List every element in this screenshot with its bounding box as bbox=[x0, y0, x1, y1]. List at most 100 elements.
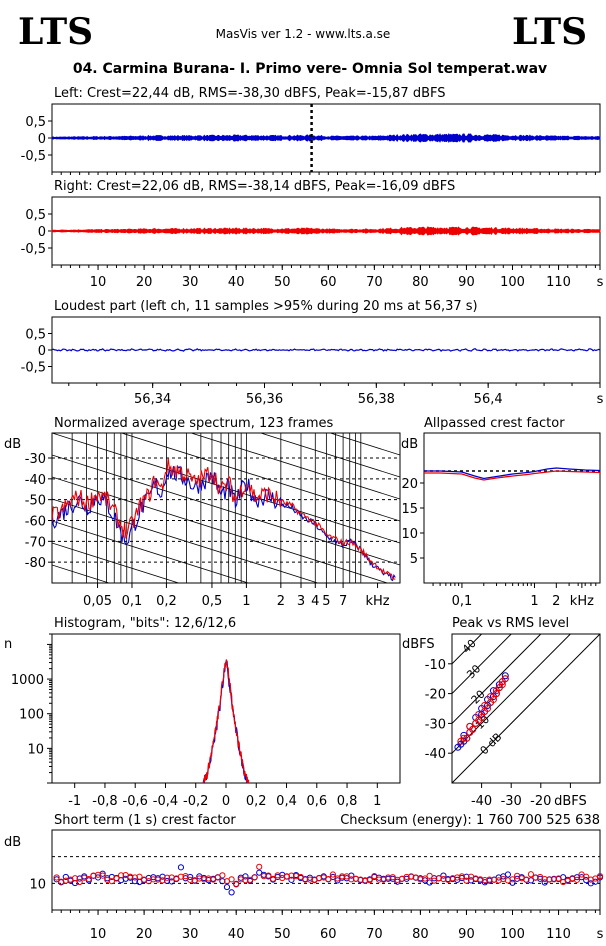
peakrms-right-point bbox=[463, 734, 471, 742]
short-crest-right-point bbox=[76, 878, 83, 886]
loudest-xtick-label: 56,36 bbox=[246, 392, 283, 407]
short-crest-xtick-label: 90 bbox=[458, 927, 475, 942]
histogram-panel: 1000 100 10 -1 -0,8 -0,6 -0,4 -0,2 0 0,2 0,4 0,6 0,8… bbox=[11, 633, 401, 809]
left-ytick-label: 0,5 bbox=[25, 115, 46, 130]
short-crest-left-point bbox=[288, 876, 295, 883]
short-crest-right-point bbox=[486, 876, 493, 883]
histogram-xtick-label: -0,8 bbox=[92, 794, 117, 809]
spectrum-xtick-label: 0,05 bbox=[83, 594, 112, 609]
peakrms-ytick-label: -20 bbox=[425, 688, 446, 703]
short-crest-right-point bbox=[366, 877, 373, 884]
histogram-xtick-label: 0,4 bbox=[276, 794, 297, 809]
short-crest-xtick-label: 30 bbox=[182, 927, 199, 942]
short-crest-right-point bbox=[99, 872, 106, 879]
spectrum-ylabel: dB bbox=[4, 437, 21, 452]
histogram-frame bbox=[51, 633, 401, 784]
short-crest-right-point bbox=[85, 875, 92, 883]
short-crest-left-point bbox=[177, 864, 185, 871]
peakrms-right-point bbox=[469, 725, 477, 733]
allpass-title: Allpassed crest factor bbox=[424, 416, 565, 431]
right-xtick-label: 90 bbox=[458, 275, 475, 290]
histogram-title: Histogram, "bits": 12,6/12,6 bbox=[54, 616, 236, 631]
histogram-ylabel: n bbox=[4, 637, 12, 652]
allpass-xtick-label: 2 bbox=[552, 594, 560, 609]
spectrum-xtick-label: 0,1 bbox=[122, 594, 143, 609]
short-crest-ylabel: dB bbox=[4, 835, 21, 850]
peakrms-title: Peak vs RMS level bbox=[452, 616, 569, 631]
short-crest-xtick-label: 60 bbox=[320, 927, 337, 942]
short-crest-xtick-label: 50 bbox=[274, 927, 291, 942]
short-crest-panel: 10 10 20 30 40 50 60 70 80 90 100 110 s bbox=[29, 829, 604, 942]
short-crest-right-point bbox=[274, 872, 281, 879]
allpass-ytick-label: 20 bbox=[401, 477, 418, 492]
short-crest-left-point bbox=[440, 872, 447, 879]
short-crest-title: Short term (1 s) crest factor bbox=[54, 813, 236, 828]
short-crest-right-point bbox=[389, 874, 396, 881]
peakrms-right-point bbox=[484, 705, 492, 712]
short-crest-right-point bbox=[325, 875, 332, 883]
allpass-xtick-label: 1 bbox=[530, 594, 538, 609]
short-crest-right-point bbox=[426, 872, 433, 879]
short-crest-right-point bbox=[523, 876, 530, 883]
spectrum-diagonal bbox=[120, 433, 400, 522]
right-ytick-label: 0,5 bbox=[25, 208, 46, 223]
loudest-xtick-label: s bbox=[597, 392, 604, 407]
spectrum-diagonal bbox=[52, 520, 250, 583]
short-crest-right-point bbox=[592, 875, 599, 882]
short-crest-left-point bbox=[242, 873, 249, 880]
histogram-ytick-label: 1000 bbox=[11, 673, 44, 688]
short-crest-right-point bbox=[375, 876, 383, 883]
peakrms-right-point bbox=[478, 713, 486, 721]
spectrum-xtick-label: 5 bbox=[322, 594, 330, 609]
short-crest-xtick-label: 110 bbox=[546, 927, 571, 942]
short-crest-right-point bbox=[583, 873, 590, 880]
spectrum-xtick-label: 3 bbox=[297, 594, 305, 609]
allpass-xtick-label: 0,1 bbox=[452, 594, 473, 609]
short-crest-left-point bbox=[164, 877, 171, 885]
histogram-right-line bbox=[203, 659, 250, 784]
spectrum-diagonal bbox=[329, 433, 400, 456]
short-crest-frame bbox=[51, 829, 601, 911]
left-ytick-label: -0,5 bbox=[21, 149, 46, 164]
loudest-ytick-label: 0 bbox=[38, 344, 46, 359]
histogram-xtick-label: 0,8 bbox=[337, 794, 358, 809]
short-crest-right-point bbox=[159, 877, 166, 884]
short-crest-right-point bbox=[191, 877, 198, 885]
short-crest-right-point bbox=[555, 875, 562, 882]
app-version: MasVis ver 1.2 - www.lts.a.se bbox=[216, 27, 391, 41]
spectrum-xtick-label: 7 bbox=[339, 594, 347, 609]
histogram-xtick-label: -1 bbox=[68, 794, 81, 809]
short-crest-right-point bbox=[269, 875, 277, 882]
short-crest-right-point bbox=[481, 877, 488, 884]
loudest-ytick-label: 0,5 bbox=[25, 328, 46, 343]
histogram-xtick-label: 0 bbox=[222, 794, 230, 809]
short-crest-xtick-label: s bbox=[597, 927, 604, 942]
allpass-ylabel: dB bbox=[401, 437, 418, 452]
peakrms-left-point bbox=[501, 672, 509, 680]
peakrms-right-point bbox=[498, 681, 506, 689]
short-crest-left-point bbox=[583, 877, 590, 884]
spectrum-xtick-label: 1 bbox=[242, 594, 250, 609]
short-crest-left-point bbox=[168, 878, 175, 885]
short-crest-xtick-label: 10 bbox=[90, 927, 107, 942]
spectrum-diagonal bbox=[52, 454, 400, 566]
short-crest-right-point bbox=[339, 873, 346, 880]
allpass-xtick-label: kHz bbox=[570, 594, 594, 609]
peakrms-xtick-label: -20 bbox=[530, 794, 551, 809]
short-crest-right-point bbox=[421, 875, 429, 882]
right-waveform-panel: 0,5 0 -0,5 10 20 30 40 50 60 70 80 90 100 110 s bbox=[21, 196, 604, 290]
short-crest-right-point bbox=[219, 872, 226, 879]
allpass-frame bbox=[423, 432, 601, 584]
histogram-xtick-label: -0,6 bbox=[123, 794, 148, 809]
short-crest-right-point bbox=[242, 877, 249, 884]
peakrms-diagonal bbox=[452, 634, 600, 783]
right-xtick-label: 100 bbox=[500, 275, 525, 290]
spectrum-ytick-label: -70 bbox=[25, 535, 46, 550]
spectrum-diagonal bbox=[52, 476, 389, 583]
histogram-xtick-label: -0,4 bbox=[153, 794, 178, 809]
short-crest-right-point bbox=[260, 873, 267, 880]
spectrum-diagonal bbox=[259, 433, 400, 478]
short-crest-left-point bbox=[53, 876, 60, 883]
